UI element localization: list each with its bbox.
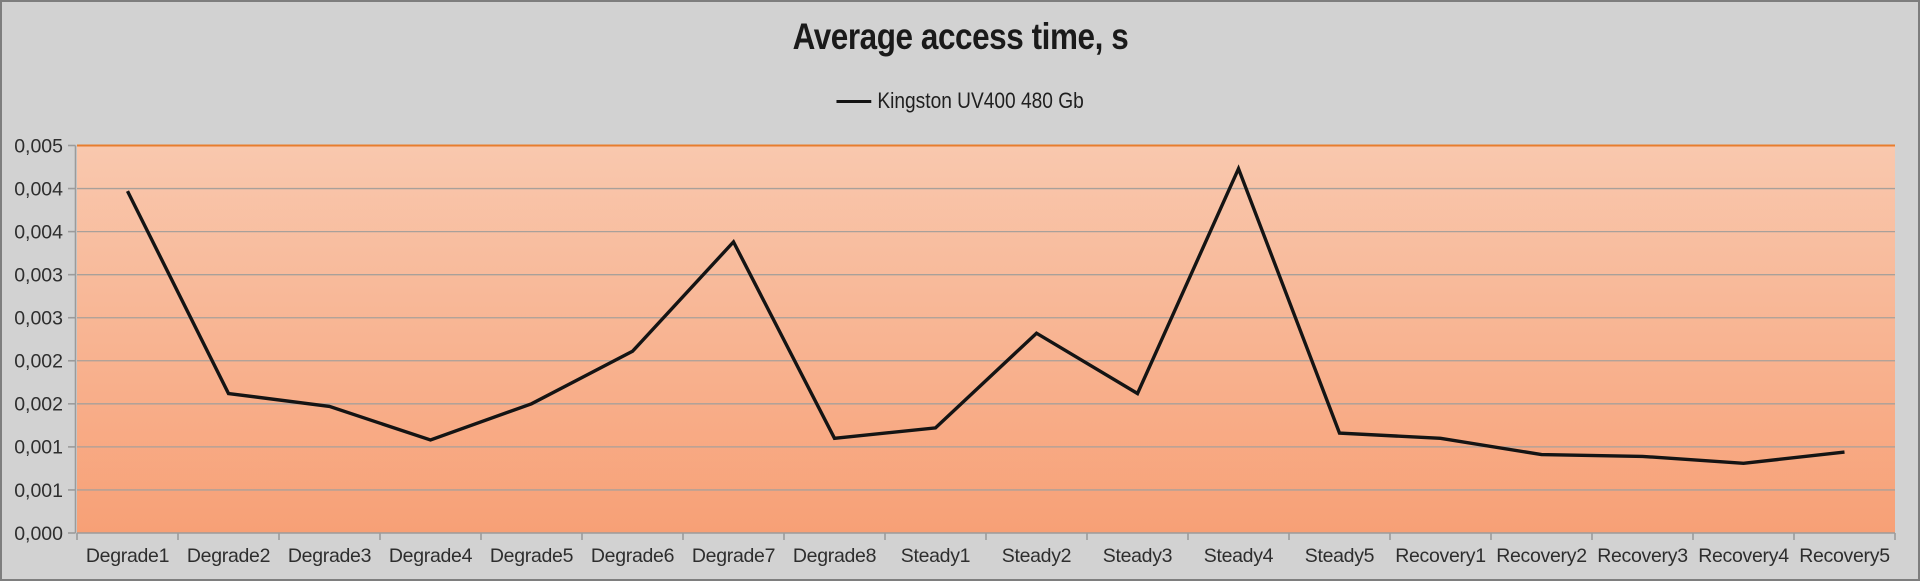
y-axis-label: 0,001 [14, 480, 63, 502]
y-axis-label: 0,003 [14, 308, 63, 330]
y-axis-label: 0,002 [14, 394, 63, 416]
x-axis-label: Degrade1 [86, 545, 169, 567]
plot-area [77, 145, 1895, 533]
chart-title: Average access time, s [2, 16, 1918, 58]
legend: Kingston UV400 480 Gb [2, 88, 1918, 114]
y-axis-label: 0,004 [14, 178, 63, 200]
legend-line-sample-icon [836, 99, 872, 103]
y-axis-label: 0,004 [14, 221, 63, 243]
x-axis-label: Recovery5 [1799, 545, 1890, 567]
x-axis-label: Recovery1 [1395, 545, 1486, 567]
y-axis-label: 0,000 [14, 523, 63, 545]
legend-entry: Kingston UV400 480 Gb [836, 88, 1084, 114]
x-axis-label: Degrade7 [692, 545, 775, 567]
x-axis-label: Steady3 [1103, 545, 1172, 567]
y-axis-label: 0,005 [14, 135, 63, 157]
y-axis-label: 0,002 [14, 351, 63, 373]
y-axis-label: 0,003 [14, 264, 63, 286]
x-axis-label: Degrade3 [288, 545, 371, 567]
x-axis-label: Degrade6 [591, 545, 674, 567]
x-axis-label: Recovery2 [1496, 545, 1587, 567]
x-axis-label: Recovery3 [1597, 545, 1688, 567]
x-axis-label: Degrade2 [187, 545, 270, 567]
series-line-kingston-uv400-480-gb [125, 164, 1845, 466]
chart-title-text: Average access time, s [792, 16, 1128, 57]
x-axis-label: Degrade8 [793, 545, 876, 567]
x-axis-label: Steady4 [1204, 545, 1274, 567]
x-axis-label: Steady2 [1002, 545, 1071, 567]
x-axis-label: Steady1 [901, 545, 970, 567]
y-axis-label: 0,001 [14, 437, 63, 459]
x-axis-label: Steady5 [1305, 545, 1375, 567]
x-axis-label: Recovery4 [1698, 545, 1789, 567]
legend-label: Kingston UV400 480 Gb [877, 88, 1084, 113]
x-axis-label: Degrade5 [490, 545, 574, 567]
x-axis-label: Degrade4 [389, 545, 473, 567]
